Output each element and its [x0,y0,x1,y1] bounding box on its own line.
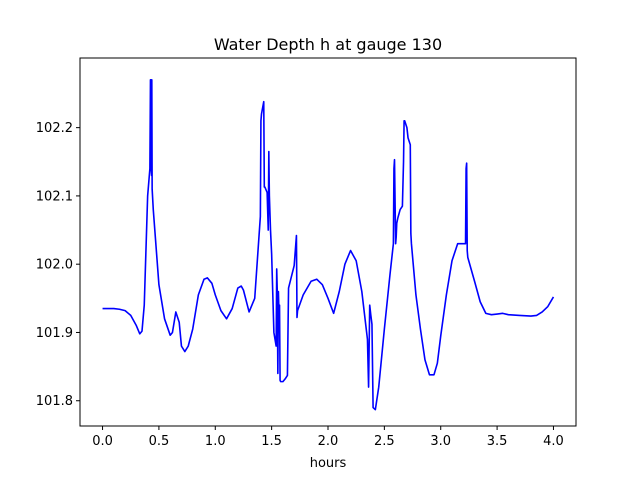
y-axis: 101.8 101.9 102.0 102.1 102.2 [36,121,80,409]
x-tick-label: 4.0 [543,434,564,449]
y-tick-label: 101.8 [36,394,73,409]
series-line-0 [102,79,555,411]
x-tick-label: 0.5 [149,434,170,449]
x-axis-label: hours [310,456,347,471]
x-tick-label: 3.0 [430,434,451,449]
x-tick-label: 2.0 [318,434,339,449]
y-tick-label: 102.0 [36,258,73,273]
chart-title: Water Depth h at gauge 130 [214,35,442,54]
y-tick-label: 102.1 [36,189,73,204]
x-tick-label: 3.5 [487,434,508,449]
series-layer [102,79,555,411]
x-tick-label: 1.5 [261,434,282,449]
y-tick-label: 102.2 [36,121,73,136]
x-tick-label: 0.0 [92,434,113,449]
x-tick-label: 2.5 [374,434,395,449]
x-axis: 0.0 0.5 1.0 1.5 2.0 2.5 3.0 3.5 4.0 [92,426,564,449]
y-tick-label: 101.9 [36,326,73,341]
x-tick-label: 1.0 [205,434,226,449]
